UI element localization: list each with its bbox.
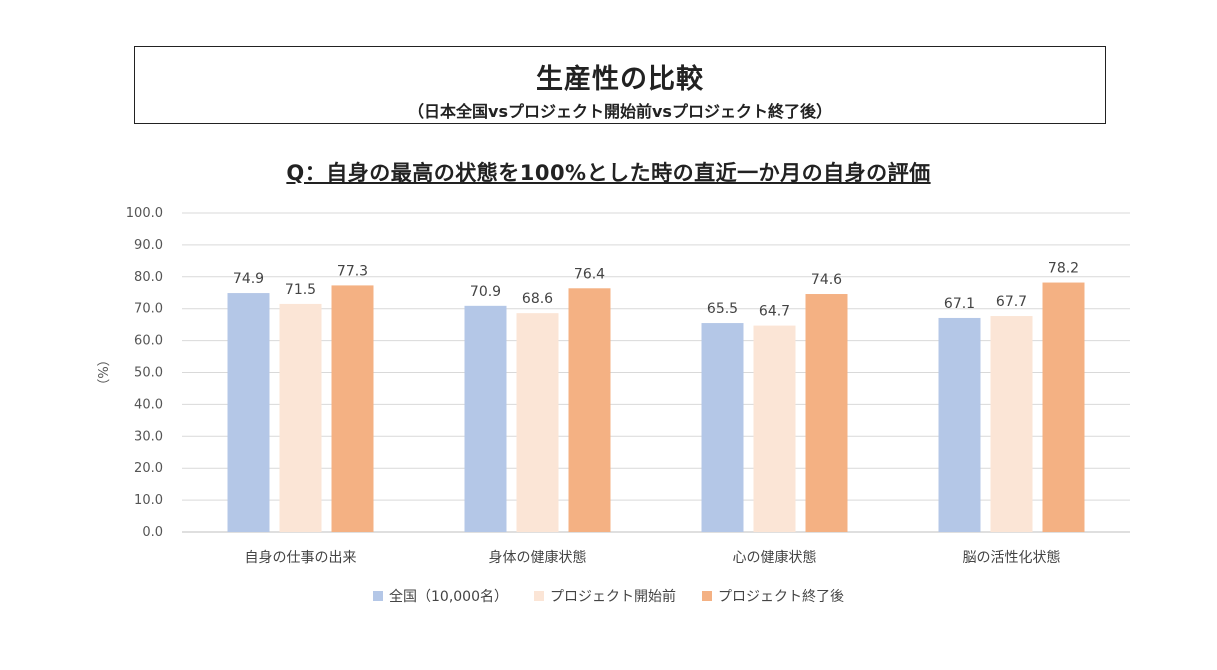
bar: [938, 317, 981, 532]
bar: [464, 305, 507, 532]
data-label: 74.6: [811, 272, 842, 288]
bar: [990, 316, 1033, 532]
bar: [227, 293, 270, 532]
legend-label-national: 全国（10,000名）: [389, 589, 508, 605]
y-tick-label: 90.0: [134, 238, 163, 253]
legend-item-national: 全国（10,000名）: [373, 586, 508, 606]
data-label: 64.7: [759, 304, 790, 320]
y-tick-label: 0.0: [142, 525, 163, 540]
bar: [331, 285, 374, 532]
y-axis-label: （%）: [97, 353, 112, 391]
legend-swatch-national: [373, 591, 383, 601]
x-tick-label: 脳の活性化状態: [963, 550, 1061, 566]
y-tick-label: 30.0: [134, 429, 163, 444]
legend-item-before: プロジェクト開始前: [534, 586, 676, 606]
data-label: 74.9: [233, 271, 264, 287]
data-label: 70.9: [470, 284, 501, 300]
chart-title: 生産性の比較: [536, 64, 704, 95]
data-label: 71.5: [285, 282, 316, 298]
bar: [516, 313, 559, 532]
data-label: 76.4: [574, 266, 605, 282]
bar: [279, 303, 322, 532]
y-tick-label: 40.0: [134, 397, 163, 412]
legend-item-after: プロジェクト終了後: [702, 586, 844, 606]
y-tick-label: 20.0: [134, 461, 163, 476]
y-tick-label: 10.0: [134, 493, 163, 508]
y-tick-label: 60.0: [134, 334, 163, 349]
data-label: 77.3: [337, 263, 368, 279]
legend: 全国（10,000名） プロジェクト開始前 プロジェクト終了後: [0, 586, 1217, 606]
legend-swatch-before: [534, 591, 544, 601]
bar: [701, 323, 744, 532]
bar: [805, 294, 848, 532]
title-box: 生産性の比較 （日本全国vsプロジェクト開始前vsプロジェクト終了後）: [134, 46, 1106, 124]
y-tick-label: 50.0: [134, 366, 163, 381]
y-tick-label: 70.0: [134, 302, 163, 317]
bar: [1042, 282, 1085, 532]
x-tick-label: 心の健康状態: [733, 549, 817, 566]
legend-label-before: プロジェクト開始前: [550, 589, 676, 605]
data-label: 67.1: [944, 296, 975, 312]
legend-swatch-after: [702, 591, 712, 601]
chart-subtitle: （日本全国vsプロジェクト開始前vsプロジェクト終了後）: [408, 102, 832, 121]
data-label: 67.7: [996, 294, 1027, 310]
bar: [753, 325, 796, 532]
y-tick-label: 100.0: [126, 206, 163, 221]
data-label: 68.6: [522, 291, 553, 307]
y-tick-label: 80.0: [134, 270, 163, 285]
question-heading: Q：自身の最高の状態を100%とした時の直近一か月の自身の評価: [286, 161, 931, 185]
data-label: 78.2: [1048, 261, 1079, 277]
x-tick-label: 自身の仕事の出来: [245, 550, 357, 566]
x-tick-label: 身体の健康状態: [489, 549, 587, 566]
bar: [568, 288, 611, 532]
data-label: 65.5: [707, 301, 738, 317]
bar-chart: 100.0 90.0 80.0 70.0 60.0 50.0 40.0 30.0 20.0 10.…: [97, 206, 1130, 566]
legend-label-after: プロジェクト終了後: [718, 589, 844, 605]
